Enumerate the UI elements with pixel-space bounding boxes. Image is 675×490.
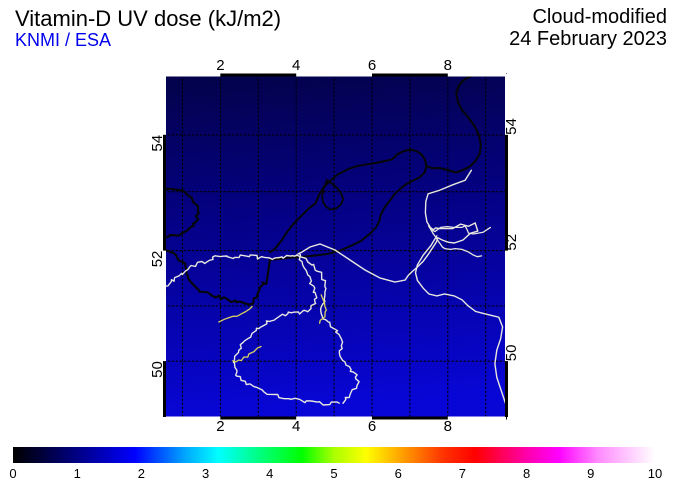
svg-text:8: 8: [523, 466, 530, 481]
svg-text:5: 5: [330, 466, 337, 481]
svg-text:10: 10: [648, 466, 662, 481]
svg-text:0: 0: [9, 466, 16, 481]
svg-text:4: 4: [266, 466, 273, 481]
svg-text:7: 7: [459, 466, 466, 481]
svg-text:2: 2: [138, 466, 145, 481]
svg-text:6: 6: [395, 466, 402, 481]
svg-text:9: 9: [587, 466, 594, 481]
svg-text:1: 1: [74, 466, 81, 481]
svg-text:3: 3: [202, 466, 209, 481]
